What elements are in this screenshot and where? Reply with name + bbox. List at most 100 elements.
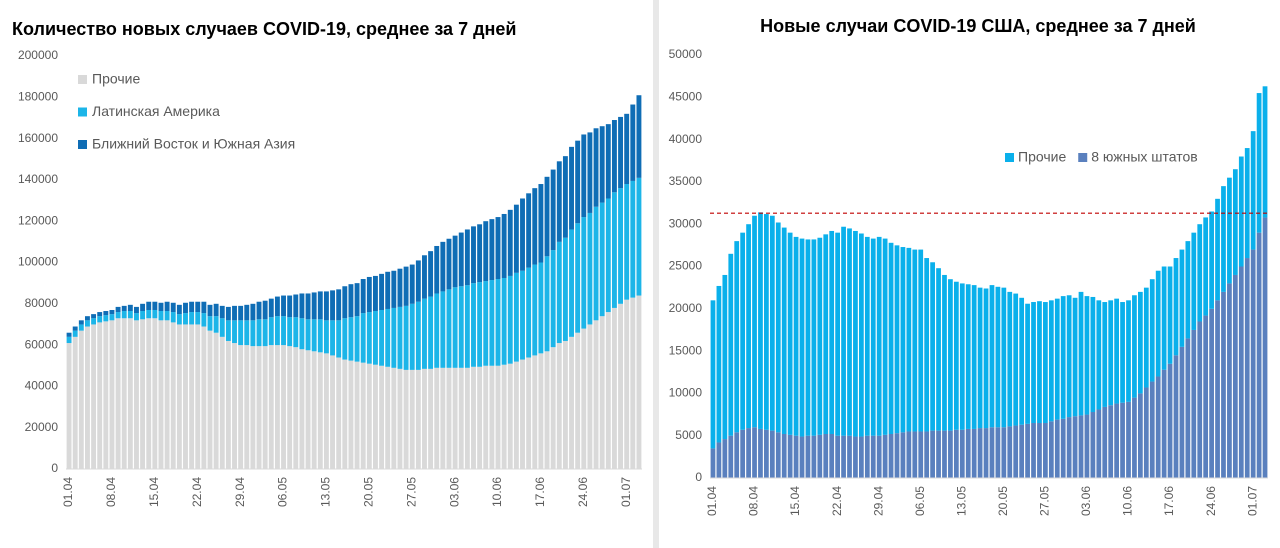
bar-segment: [91, 318, 97, 325]
bar-segment: [72, 336, 78, 469]
bar-segment: [918, 431, 924, 478]
bar-segment: [900, 247, 906, 433]
y-tick-label: 40000: [25, 379, 59, 393]
bar-segment: [912, 249, 918, 432]
bar-segment: [354, 283, 360, 317]
bar-segment: [520, 270, 525, 360]
bar-segment: [781, 227, 787, 435]
bar-segment: [219, 305, 225, 319]
legend-label: 8 южных штатов: [1091, 149, 1198, 165]
bar-segment: [134, 320, 139, 469]
bar-segment: [366, 363, 372, 469]
bar-segment: [1185, 338, 1191, 478]
bar-segment: [299, 293, 305, 319]
bar-segment: [330, 290, 336, 321]
bar-segment: [1007, 291, 1013, 427]
bar-segment: [948, 430, 953, 478]
bar-segment: [1096, 300, 1102, 410]
bar-segment: [870, 435, 876, 478]
bar-segment: [611, 120, 617, 193]
bar-segment: [556, 161, 562, 242]
bar-segment: [140, 319, 146, 469]
bar-segment: [1078, 415, 1084, 478]
bar-segment: [385, 308, 391, 367]
bar-segment: [599, 126, 605, 203]
bar-segment: [219, 318, 225, 337]
bar-segment: [225, 340, 231, 469]
bar-segment: [115, 318, 121, 469]
bar-segment: [372, 311, 378, 365]
bar-segment: [569, 146, 574, 230]
bar-segment: [434, 245, 440, 294]
y-tick-label: 60000: [25, 337, 59, 351]
bar-segment: [330, 320, 336, 356]
bar-segment: [1096, 409, 1102, 478]
bar-segment: [1209, 211, 1214, 309]
bar-segment: [1179, 249, 1185, 347]
bar-segment: [372, 364, 378, 469]
bar-segment: [710, 448, 716, 478]
bar-segment: [323, 353, 329, 469]
bar-segment: [575, 223, 581, 333]
bar-segment: [452, 235, 458, 288]
bar-segment: [569, 336, 574, 469]
bar-segment: [752, 215, 757, 428]
bar-segment: [1203, 217, 1209, 316]
bar-segment: [769, 215, 775, 431]
bar-segment: [127, 304, 133, 312]
y-tick-label: 180000: [18, 89, 58, 103]
bar-segment: [611, 192, 617, 308]
bar-segment: [817, 237, 823, 435]
bar-segment: [1221, 186, 1226, 292]
bar-segment: [66, 343, 72, 469]
bar-segment: [1048, 300, 1054, 422]
bar-segment: [520, 359, 525, 469]
bar-segment: [526, 193, 532, 268]
bar-segment: [72, 326, 78, 331]
bar-segment: [379, 273, 385, 310]
bar-segment: [864, 236, 870, 436]
bar-segment: [930, 430, 935, 478]
bar-segment: [870, 238, 876, 436]
bar-segment: [385, 271, 391, 309]
y-tick-label: 140000: [18, 172, 58, 186]
x-tick-label: 20.05: [361, 477, 375, 507]
bar-segment: [971, 428, 977, 478]
bar-segment: [360, 279, 366, 314]
bar-segment: [1215, 198, 1220, 301]
bar-segment: [495, 365, 501, 469]
bar-segment: [256, 301, 262, 320]
bar-segment: [847, 228, 852, 436]
bar-segment: [464, 229, 470, 286]
legend-label: Латинская Америка: [92, 103, 220, 119]
bar-segment: [348, 284, 354, 318]
bar-segment: [876, 435, 882, 478]
bar-segment: [495, 217, 501, 280]
bar-segment: [158, 311, 164, 321]
bar-segment: [1197, 321, 1203, 478]
bar-segment: [164, 311, 170, 321]
bar-segment: [1232, 169, 1238, 275]
bar-segment: [195, 324, 201, 469]
bar-segment: [1179, 346, 1185, 478]
bar-segment: [207, 316, 213, 331]
bar-segment: [618, 303, 624, 469]
bar-segment: [115, 306, 121, 313]
y-tick-label: 80000: [25, 296, 59, 310]
bar-segment: [1078, 291, 1084, 416]
chart-title: Новые случаи COVID-19 США, среднее за 7 …: [760, 16, 1196, 36]
bar-segment: [924, 258, 930, 432]
y-tick-label: 5000: [675, 428, 702, 442]
bar-segment: [823, 434, 829, 478]
bar-segment: [1025, 423, 1030, 478]
bar-segment: [446, 238, 452, 290]
bar-segment: [225, 306, 231, 321]
bar-segment: [532, 264, 538, 356]
bar-segment: [1007, 426, 1013, 478]
bar-segment: [268, 345, 274, 469]
bar-segment: [1167, 266, 1173, 364]
bar-segment: [1250, 249, 1256, 478]
bar-segment: [415, 369, 421, 469]
bar-segment: [440, 291, 446, 368]
bar-segment: [471, 366, 476, 469]
